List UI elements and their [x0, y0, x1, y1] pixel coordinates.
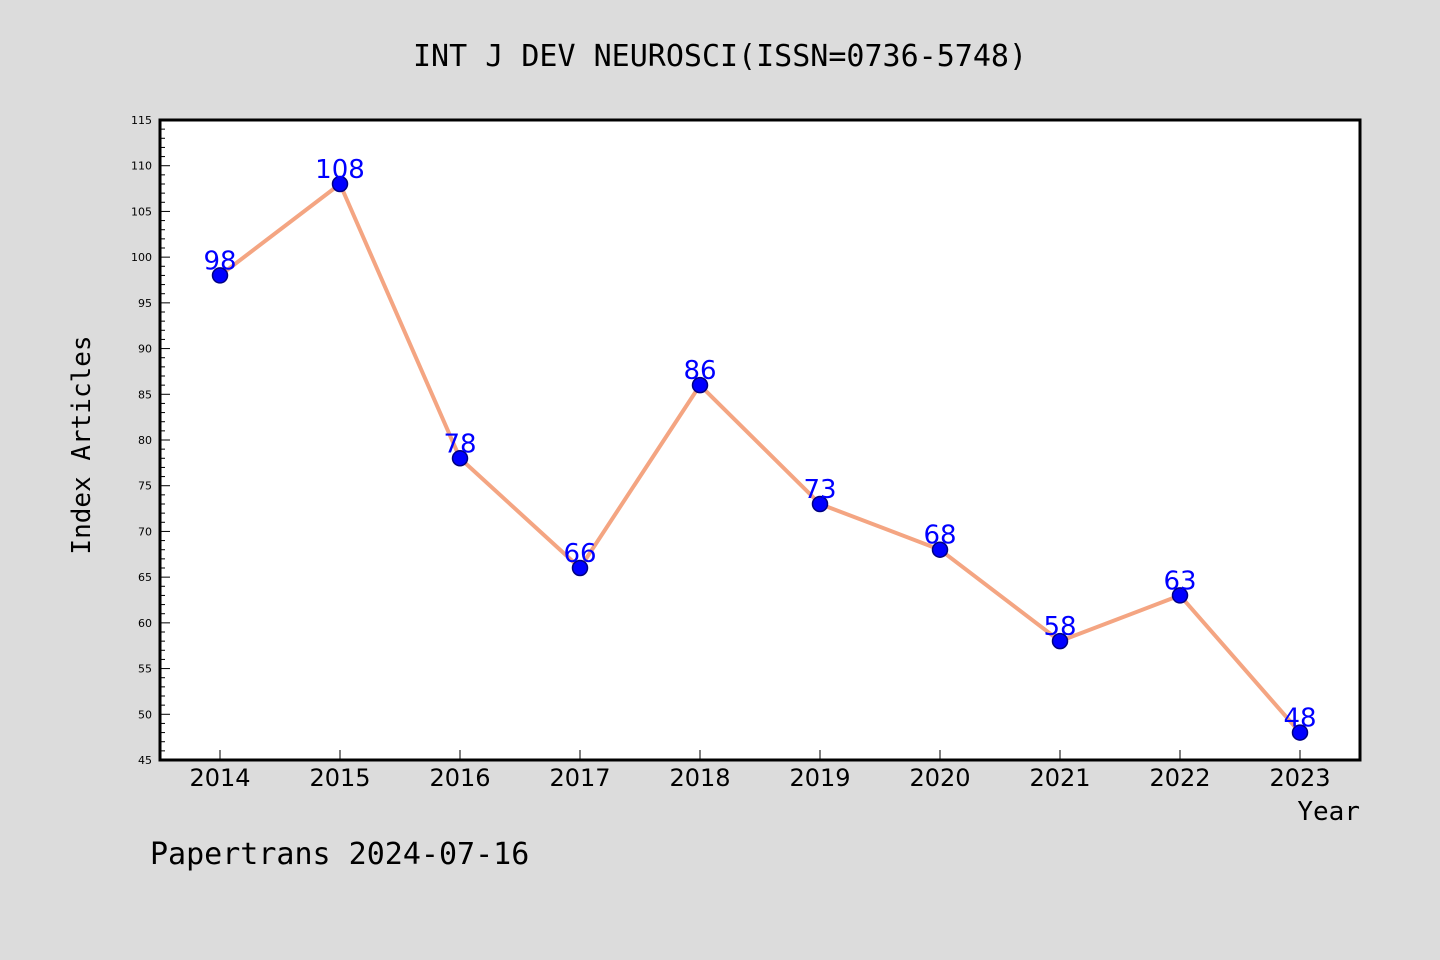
data-label: 98 [203, 246, 236, 276]
data-point [211, 267, 229, 284]
y-tick-label: 60 [138, 617, 152, 630]
y-tick-label: 110 [131, 160, 152, 173]
x-axis-label: Year [1297, 797, 1360, 827]
data-point [811, 495, 829, 513]
data-label: 66 [563, 539, 596, 569]
x-tick-label: 2019 [789, 764, 850, 792]
data-label: 108 [315, 155, 365, 185]
x-tick-label: 2017 [549, 764, 610, 792]
data-label: 73 [803, 475, 836, 505]
y-tick-label: 115 [131, 114, 152, 127]
y-tick-label: 80 [138, 434, 152, 447]
x-tick-label: 2015 [309, 764, 370, 792]
data-point [571, 559, 589, 577]
data-label: 48 [1283, 704, 1316, 734]
series-line [218, 182, 1302, 734]
x-tick-label: 2016 [429, 764, 490, 792]
x-tick-label: 2022 [1149, 764, 1210, 792]
data-point [331, 175, 349, 193]
data-point [691, 376, 709, 394]
data-label: 78 [443, 429, 476, 459]
y-tick-label: 75 [138, 480, 152, 493]
y-axis: 45 50 55 60 65 70 75 80 85 90 95 100 105 110 115 [131, 114, 170, 767]
data-label: 86 [683, 356, 716, 386]
y-tick-label: 70 [138, 525, 152, 538]
data-point [451, 450, 469, 467]
data-point [1171, 587, 1189, 604]
data-label: 68 [923, 521, 956, 551]
data-labels: 98 108 78 66 86 73 68 58 63 48 [203, 155, 1316, 734]
footer-text: Papertrans 2024-07-16 [150, 837, 529, 872]
y-tick-label: 50 [138, 708, 152, 721]
y-tick-label: 95 [138, 297, 152, 310]
data-label: 58 [1043, 612, 1076, 642]
y-tick-label: 65 [138, 571, 152, 584]
chart-title: INT J DEV NEUROSCI(ISSN=0736-5748) [413, 39, 1027, 74]
y-tick-label: 55 [138, 663, 152, 676]
data-point [1051, 632, 1069, 650]
y-tick-label: 45 [138, 754, 152, 767]
x-tick-label: 2014 [189, 764, 250, 792]
data-point [1291, 724, 1309, 741]
y-tick-label: 85 [138, 388, 152, 401]
data-point [931, 541, 949, 558]
x-tick-label: 2021 [1029, 764, 1090, 792]
data-label: 63 [1163, 566, 1196, 596]
x-tick-label: 2023 [1269, 764, 1330, 792]
y-axis-label: Index Articles [67, 335, 97, 554]
y-tick-label: 105 [131, 205, 152, 218]
data-points [211, 175, 1309, 741]
x-tick-label: 2018 [669, 764, 730, 792]
x-tick-label: 2020 [909, 764, 970, 792]
y-tick-label: 90 [138, 343, 152, 356]
y-tick-label: 100 [131, 251, 152, 264]
plot-area [158, 118, 1362, 762]
x-axis: 2014 2015 2016 2017 2018 2019 2020 2021 2022 2023 [189, 750, 1331, 792]
